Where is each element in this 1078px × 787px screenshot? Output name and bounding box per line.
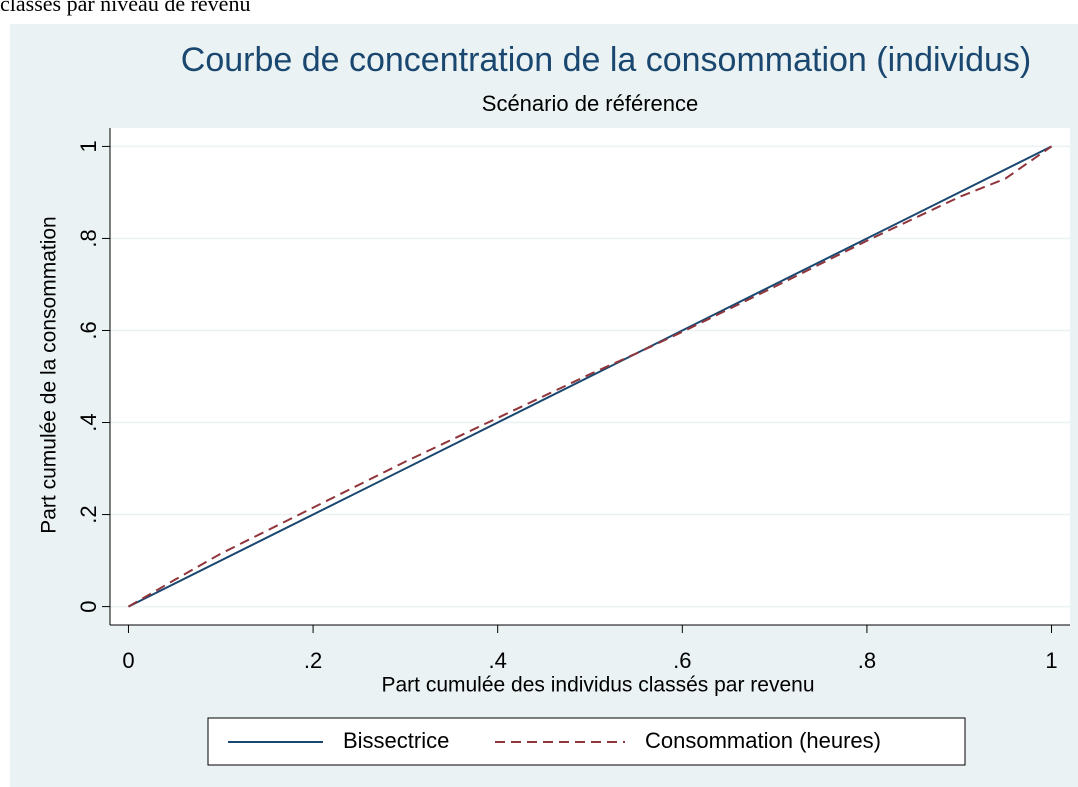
- y-tick-label: 0: [76, 600, 101, 612]
- y-tick-label: .8: [76, 229, 101, 247]
- y-tick-label: .2: [76, 505, 101, 523]
- x-tick-label: .8: [858, 648, 876, 673]
- legend-label: Consommation (heures): [645, 728, 881, 753]
- x-tick-label: .6: [673, 648, 691, 673]
- x-tick-label: .2: [304, 648, 322, 673]
- chart-title: Courbe de concentration de la consommati…: [181, 41, 1031, 79]
- y-tick-label: .6: [76, 321, 101, 339]
- series-line: [128, 145, 1052, 608]
- legend-label: Bissectrice: [343, 728, 449, 753]
- y-tick-label: 1: [76, 140, 101, 152]
- x-tick-label: .4: [489, 648, 507, 673]
- chart-subtitle: Scénario de référence: [482, 91, 698, 116]
- y-axis-title: Part cumulée de la consommation: [38, 216, 61, 534]
- x-tick-label: 0: [122, 648, 134, 673]
- caption: classés par niveau de revenu: [0, 0, 250, 16]
- legend-box: [207, 717, 966, 766]
- x-tick-label: 1: [1045, 648, 1057, 673]
- x-axis-title: Part cumulée des individus classés par r…: [381, 674, 814, 697]
- y-tick-label: .4: [76, 413, 101, 431]
